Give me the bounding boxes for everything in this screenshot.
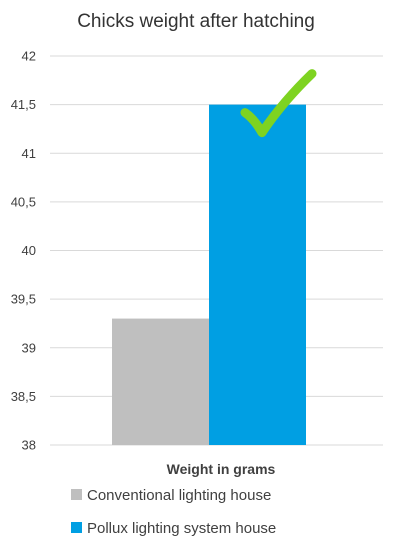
chart-title: Chicks weight after hatching: [77, 11, 315, 32]
y-tick-label: 39,5: [11, 292, 36, 307]
checkmark-icon: [240, 69, 317, 138]
bar-pollux: [209, 104, 306, 445]
y-tick-label: 39: [22, 340, 36, 355]
legend-label: Pollux lighting system house: [87, 520, 276, 537]
x-axis-label: Weight in grams: [167, 461, 276, 477]
y-tick-label: 42: [22, 49, 36, 64]
y-tick-label: 38,5: [11, 389, 36, 404]
annotation: [240, 69, 317, 138]
y-tick-label: 38: [22, 438, 36, 453]
legend-swatch: [71, 489, 82, 500]
y-tick-label: 40,5: [11, 194, 36, 209]
bars: [112, 104, 306, 445]
legend-label: Conventional lighting house: [87, 487, 271, 504]
y-axis-tick-labels: 38 38,5 39 39,5 40 40,5 41 41,5 42: [11, 49, 36, 453]
legend: Conventional lighting house Pollux lighti…: [71, 487, 276, 537]
y-tick-label: 40: [22, 243, 36, 258]
legend-swatch: [71, 522, 82, 533]
bar-conventional: [112, 318, 209, 445]
y-tick-label: 41: [22, 146, 36, 161]
y-tick-label: 41,5: [11, 97, 36, 112]
